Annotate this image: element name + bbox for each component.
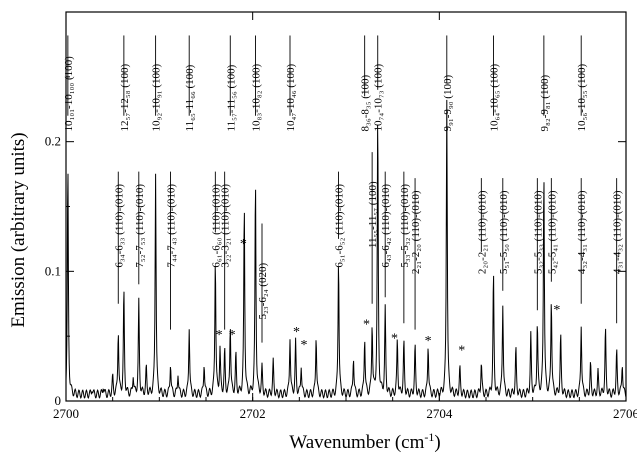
annotation-label-8: 10₇₄-10₇₃ (100) [373,64,385,132]
x-tick-label-2: 2704 [426,406,453,421]
axes: 2700 2702 2704 2706 0 0.1 0.2 [45,11,637,421]
annotations: 10₁₀₁-10₁₀₀ (100) 12₅₇-12₅₈ (100) 10₉₂-10₉… [63,35,624,358]
annotation-label-18: 5₂₃-6₂₄ (020) [257,263,269,320]
asterisk-marker-4: * [301,338,308,353]
y-tick-label-2: 0.2 [45,134,61,149]
annotation-label-12: 10₅₆-10₅₅ (100) [576,64,588,132]
annotation-label-7: 8₃₆-8₃₅ (100) [360,75,372,132]
annotation-label-27: 5₄₂-5₄₁ (110)-(010) [546,190,558,274]
annotation-label-6: 10₄₇-10₄₆ (100) [285,64,297,132]
annotation-label-14: 7₅₂-7₅₃ (110)-(010) [134,184,146,268]
annotation-label-17: 3₂₂-3₂₁ (110)-(010) [220,184,232,268]
annotation-label-10: 10₆₄-10₆₅ (100) [488,64,500,132]
annotation-label-16: 6₆₁-6₆₀ (110)-(010) [210,184,222,268]
annotation-label-9: 9₉₁-9₉₀ (100) [442,75,454,132]
asterisk-marker-8: * [458,343,465,358]
annotation-label-21: 6₄₃-6₄₂ (110)-(010) [380,184,392,268]
asterisk-marker-9: * [553,303,560,318]
x-axis-label-superscript: -1 [424,430,434,444]
annotation-label-5: 10₈₃-10₈₂ (100) [250,64,262,132]
x-tick-label-3: 2706 [613,406,637,421]
asterisk-marker-3: * [293,325,300,340]
asterisk-marker-6: * [391,332,398,347]
y-tick-label-0: 0 [55,393,62,408]
annotation-label-24: 2₂₀-2₂₁ (110)-(010) [476,190,488,274]
annotation-label-0: 10₁₀₁-10₁₀₀ (100) [63,56,75,132]
asterisk-marker-2: * [240,237,247,252]
x-axis-label-main: Wavenumber (cm [289,432,424,453]
annotation-label-19: 6₅₁-6₅₂ (110)-(010) [334,184,346,268]
annotation-label-15: 7₄₄-7₄₃ (110)-(010) [166,184,178,268]
annotation-label-1: 12₅₇-12₅₈ (100) [119,64,131,132]
asterisk-marker-5: * [363,317,370,332]
asterisk-marker-7: * [425,334,432,349]
annotation-label-4: 11₅₇-11₅₆ (100) [225,64,237,131]
asterisk-marker-1: * [229,328,236,343]
x-tick-label-1: 2702 [240,406,266,421]
annotation-label-23: 2₂₁-2₂₀ (110)-(010) [410,190,422,274]
annotation-label-22: 5₃₃-5₃₂ (110)-(010) [399,184,411,268]
x-axis-label-close: ) [434,432,440,453]
annotation-label-26: 5₃₂-5₃₃ (110)-(010) [532,190,544,274]
annotation-label-11: 9₈₂-9₈₁ (100) [539,75,551,132]
asterisk-marker-0: * [216,328,223,343]
y-tick-label-1: 0.1 [45,263,61,278]
annotation-label-29: 4₃₁-4₃₂ (110)-(010) [612,190,624,274]
annotation-label-20: 11₅₅-11₅₇ (100) [367,181,379,248]
annotation-label-28: 4₃₂-4₃₁ (110)-(010) [576,190,588,274]
annotation-label-25: 5₅₁-5₅₀ (110)-(010) [498,190,510,274]
x-axis-label: Wavenumber (cm-1) [289,430,440,453]
y-axis-label: Emission (arbitrary units) [8,132,29,327]
annotation-label-13: 6₃₄-6₃₃ (110)-(010) [113,184,125,268]
x-tick-label-0: 2700 [53,406,79,421]
annotation-label-3: 11₆₅-11₆₆ (100) [184,64,196,131]
annotation-label-2: 10₉₂-10₉₁ (100) [151,64,163,132]
